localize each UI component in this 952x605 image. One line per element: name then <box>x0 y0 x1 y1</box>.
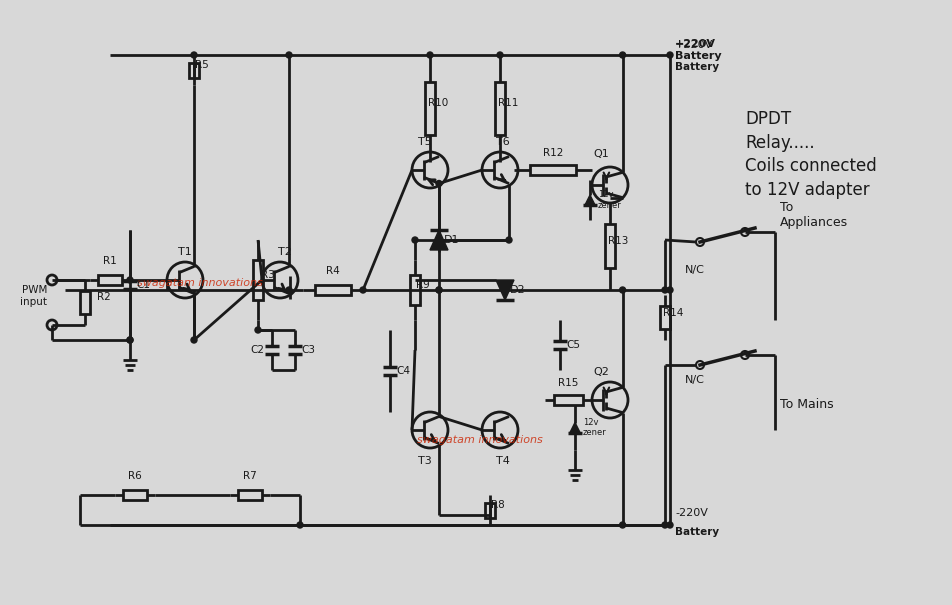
Circle shape <box>497 52 503 58</box>
Bar <box>189 62 199 77</box>
Circle shape <box>436 287 442 293</box>
Text: R11: R11 <box>498 98 518 108</box>
Polygon shape <box>430 230 448 250</box>
Circle shape <box>191 337 197 343</box>
Bar <box>425 82 435 135</box>
Text: 12v
zener: 12v zener <box>583 418 606 437</box>
Bar <box>529 165 576 175</box>
Text: R5: R5 <box>195 60 208 70</box>
Bar <box>554 395 583 405</box>
Circle shape <box>286 52 292 58</box>
Bar <box>660 306 670 329</box>
Circle shape <box>436 180 442 186</box>
Bar <box>253 260 263 300</box>
Text: swagatam innovations: swagatam innovations <box>417 435 543 445</box>
Text: R2: R2 <box>97 292 110 302</box>
Circle shape <box>127 277 133 283</box>
Text: C5: C5 <box>566 340 580 350</box>
Text: R14: R14 <box>663 307 684 318</box>
Polygon shape <box>496 280 514 300</box>
Text: R15: R15 <box>558 378 579 388</box>
Text: R6: R6 <box>129 471 142 481</box>
Circle shape <box>427 52 433 58</box>
Text: R12: R12 <box>543 148 564 158</box>
Text: C1: C1 <box>136 280 150 290</box>
Circle shape <box>436 287 442 293</box>
Text: Battery: Battery <box>675 527 719 537</box>
Circle shape <box>620 52 625 58</box>
Text: T1: T1 <box>178 247 192 257</box>
Circle shape <box>662 287 668 293</box>
Circle shape <box>255 327 261 333</box>
Text: PWM
input: PWM input <box>20 285 47 307</box>
Text: C4: C4 <box>396 366 410 376</box>
Text: swagatam innovations: swagatam innovations <box>137 278 263 288</box>
Polygon shape <box>585 195 595 205</box>
Circle shape <box>191 52 197 58</box>
Text: N/C: N/C <box>685 375 704 385</box>
Circle shape <box>667 522 673 528</box>
Text: T6: T6 <box>496 137 510 147</box>
Polygon shape <box>570 422 580 433</box>
Bar <box>315 285 351 295</box>
Text: To Mains: To Mains <box>780 399 834 411</box>
Circle shape <box>667 287 673 293</box>
Circle shape <box>360 287 366 293</box>
Text: -220V: -220V <box>675 508 708 518</box>
Text: R9: R9 <box>416 280 430 290</box>
Text: D1: D1 <box>444 235 460 245</box>
Text: R1: R1 <box>103 256 117 266</box>
Circle shape <box>506 237 512 243</box>
Text: R10: R10 <box>427 98 448 108</box>
Circle shape <box>127 337 133 343</box>
Text: T5: T5 <box>418 137 432 147</box>
Text: +220V: +220V <box>675 40 713 50</box>
Bar <box>495 82 505 135</box>
Circle shape <box>620 522 625 528</box>
Text: R3: R3 <box>261 270 275 280</box>
Bar <box>238 490 262 500</box>
Circle shape <box>127 337 133 343</box>
Bar <box>605 224 615 268</box>
Bar <box>485 503 495 517</box>
Text: +220V
Battery: +220V Battery <box>675 39 722 60</box>
Text: Q2: Q2 <box>593 367 609 377</box>
Text: Q1: Q1 <box>593 149 609 159</box>
Bar <box>123 490 147 500</box>
Circle shape <box>662 522 668 528</box>
Circle shape <box>297 522 303 528</box>
Text: R13: R13 <box>607 237 628 246</box>
Text: Battery: Battery <box>675 62 719 72</box>
Text: C2: C2 <box>250 345 264 355</box>
Text: T3: T3 <box>418 456 432 466</box>
Text: D2: D2 <box>510 285 526 295</box>
Text: T4: T4 <box>496 456 510 466</box>
Text: C3: C3 <box>301 345 315 355</box>
Text: T2: T2 <box>278 247 292 257</box>
Circle shape <box>667 52 673 58</box>
Bar <box>410 275 420 305</box>
Text: N/C: N/C <box>685 265 704 275</box>
Text: R7: R7 <box>243 471 257 481</box>
Text: DPDT
Relay.....
Coils connected
to 12V adapter: DPDT Relay..... Coils connected to 12V a… <box>745 110 877 199</box>
Text: To
Appliances: To Appliances <box>780 201 848 229</box>
Text: R4: R4 <box>327 266 340 276</box>
Circle shape <box>620 287 625 293</box>
Text: R8: R8 <box>491 500 505 510</box>
Circle shape <box>286 287 292 293</box>
Text: 12v
zener: 12v zener <box>598 191 622 210</box>
Bar <box>80 291 90 314</box>
Circle shape <box>412 237 418 243</box>
Bar <box>98 275 122 285</box>
